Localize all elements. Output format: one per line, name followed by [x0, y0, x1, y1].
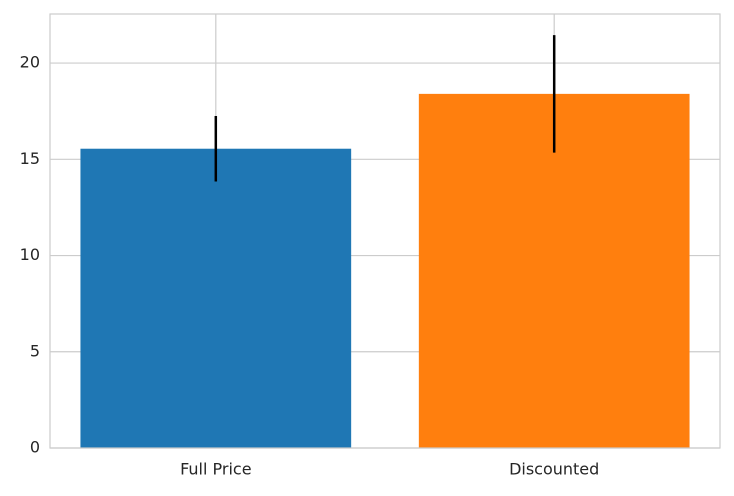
- y-tick-label: 5: [30, 341, 40, 360]
- bar: [80, 148, 352, 448]
- y-tick-label: 10: [20, 245, 40, 264]
- bar: [418, 93, 690, 448]
- x-tick-label: Full Price: [180, 460, 251, 479]
- y-tick-label: 15: [20, 149, 40, 168]
- plot-frame: [49, 13, 721, 449]
- x-tick-label: Discounted: [509, 460, 599, 479]
- y-tick-label: 20: [20, 53, 40, 72]
- y-tick-label: 0: [30, 438, 40, 457]
